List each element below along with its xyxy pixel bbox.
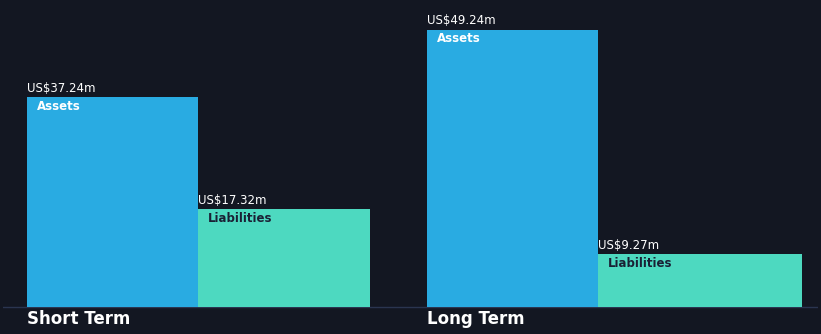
Bar [598, 255, 802, 307]
Text: US$37.24m: US$37.24m [27, 82, 96, 95]
Text: Liabilities: Liabilities [608, 257, 672, 270]
Text: Long Term: Long Term [427, 310, 525, 328]
Bar [199, 209, 369, 307]
Bar [427, 29, 598, 307]
Text: Assets: Assets [37, 100, 80, 113]
Text: US$9.27m: US$9.27m [598, 239, 659, 252]
Text: Short Term: Short Term [27, 310, 131, 328]
Text: Liabilities: Liabilities [209, 212, 273, 225]
Bar [27, 97, 199, 307]
Text: Assets: Assets [437, 32, 480, 45]
Text: US$17.32m: US$17.32m [199, 194, 267, 207]
Text: US$49.24m: US$49.24m [427, 14, 495, 27]
